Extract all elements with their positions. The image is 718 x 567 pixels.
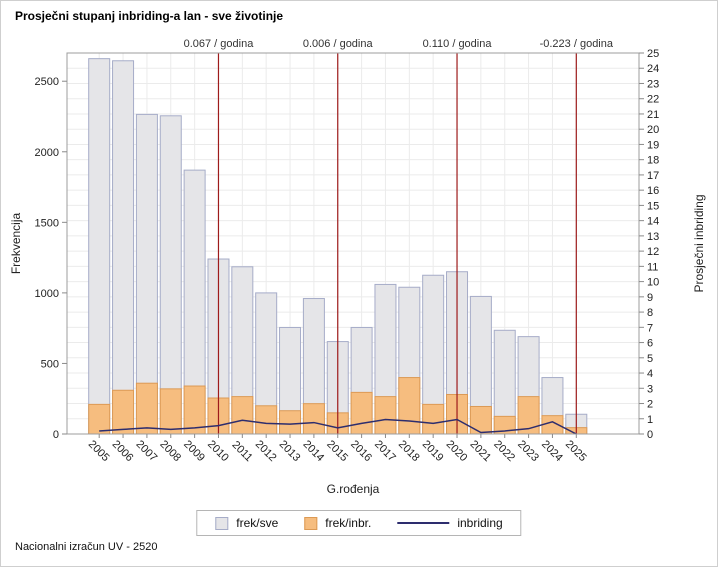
x-tick-label-2018: 2018 <box>396 438 422 464</box>
x-tick-label-2015: 2015 <box>324 438 350 464</box>
x-tick-label-2024: 2024 <box>539 438 565 464</box>
left-axis-title: Frekvencija <box>9 213 23 275</box>
legend-label-frek-inbr: frek/inbr. <box>325 516 372 530</box>
right-tick-label: 14 <box>647 216 659 228</box>
legend-label-inbriding: inbriding <box>457 516 503 530</box>
left-tick-label: 1500 <box>35 217 59 229</box>
x-tick-label-2009: 2009 <box>181 438 207 464</box>
legend-swatch-frek-sve-icon <box>215 516 229 530</box>
x-tick-label-2019: 2019 <box>420 438 446 464</box>
annotation-2020: 0.110 / godina <box>423 38 493 50</box>
x-tick-label-2008: 2008 <box>157 438 183 464</box>
right-tick-label: 21 <box>647 109 659 121</box>
bar-frekinbr-2018 <box>398 377 421 435</box>
right-tick-label: 9 <box>647 292 653 304</box>
right-tick-label: 19 <box>647 139 659 151</box>
x-tick-label-2007: 2007 <box>133 438 159 464</box>
left-tick-label: 1000 <box>35 288 59 300</box>
footnote: Nacionalni izračun UV - 2520 <box>15 541 158 553</box>
x-tick-label-2012: 2012 <box>253 438 279 464</box>
right-tick-label: 13 <box>647 231 659 243</box>
left-tick-label: 0 <box>53 429 59 441</box>
legend-line-sample-icon <box>397 522 450 524</box>
bar-frekinbr-2008 <box>159 388 182 435</box>
legend-item-frek-inbr: frek/inbr. <box>304 516 371 530</box>
left-tick-label: 500 <box>41 358 59 370</box>
legend-item-inbriding: inbriding <box>397 516 503 530</box>
x-tick-label-2011: 2011 <box>229 439 254 464</box>
bar-frekinbr-2007 <box>135 382 158 435</box>
chart-title: Prosječni stupanj inbriding-a lan - sve … <box>15 9 284 23</box>
legend-item-frek-sve: frek/sve <box>215 516 278 530</box>
x-tick-label-2010: 2010 <box>205 438 231 464</box>
chart-plot: 0.067 / godina 0.006 / godina 0.110 / godi… <box>9 38 706 496</box>
inbriding-line <box>99 418 577 435</box>
bar-frekinbr-2021 <box>469 405 492 435</box>
bar-frekinbr-2005 <box>88 403 111 435</box>
bar-frekinbr-2016 <box>350 391 373 435</box>
plot-frame <box>66 52 640 435</box>
bar-frekinbr-2011 <box>231 396 254 435</box>
annotation-2025: -0.223 / godina <box>540 38 614 50</box>
right-tick-label: 10 <box>647 277 659 289</box>
right-tick-label: 24 <box>647 63 659 75</box>
bar-frekinbr-2006 <box>112 389 135 435</box>
right-tick-label: 17 <box>647 170 659 182</box>
bar-freksve-2008 <box>159 115 182 435</box>
x-tick-label-2021: 2021 <box>467 438 493 464</box>
right-tick-label: 1 <box>647 414 653 426</box>
x-tick-label-2025: 2025 <box>563 438 589 464</box>
x-tick-label-2005: 2005 <box>86 438 112 464</box>
right-tick-label: 15 <box>647 200 659 212</box>
x-axis-title: G.rođenja <box>327 482 380 496</box>
bar-frekinbr-2012 <box>255 405 278 435</box>
x-tick-label-2013: 2013 <box>277 438 303 464</box>
bar-freksve-2005 <box>88 58 111 435</box>
right-tick-label: 11 <box>647 261 658 273</box>
x-tick-label-2017: 2017 <box>372 438 398 464</box>
right-tick-label: 23 <box>647 78 659 90</box>
x-tick-label-2020: 2020 <box>444 438 470 464</box>
x-tick-label-2006: 2006 <box>110 438 136 464</box>
right-tick-label: 18 <box>647 155 659 167</box>
right-tick-label: 20 <box>647 124 659 136</box>
right-tick-label: 0 <box>647 429 653 441</box>
right-tick-label: 16 <box>647 185 659 197</box>
right-axis-title: Prosječni inbriding <box>692 194 706 292</box>
right-tick-label: 25 <box>647 48 659 60</box>
annotation-2010: 0.067 / godina <box>184 38 255 50</box>
right-tick-label: 6 <box>647 338 653 350</box>
right-tick-label: 3 <box>647 383 653 395</box>
x-tick-label-2022: 2022 <box>491 438 517 464</box>
left-tick-label: 2000 <box>35 147 59 159</box>
right-tick-label: 5 <box>647 353 653 365</box>
bar-frekinbr-2013 <box>279 410 302 435</box>
annotation-2015: 0.006 / godina <box>303 38 374 50</box>
right-tick-label: 8 <box>647 307 653 319</box>
right-tick-label: 7 <box>647 322 653 334</box>
left-tick-label: 2500 <box>35 76 59 88</box>
bar-frekinbr-2019 <box>422 403 445 435</box>
right-tick-label: 12 <box>647 246 659 258</box>
bar-frekinbr-2017 <box>374 396 397 435</box>
bar-frekinbr-2014 <box>302 403 325 435</box>
legend: frek/sve frek/inbr. inbriding <box>196 510 522 536</box>
right-tick-label: 2 <box>647 399 653 411</box>
x-tick-label-2014: 2014 <box>300 438 326 464</box>
x-tick-label-2023: 2023 <box>515 438 541 464</box>
right-tick-label: 4 <box>647 368 653 380</box>
x-tick-label-2016: 2016 <box>348 438 374 464</box>
bar-freksve-2006 <box>112 60 135 435</box>
legend-swatch-frek-inbr-icon <box>304 516 318 530</box>
right-tick-label: 22 <box>647 94 659 106</box>
legend-label-frek-sve: frek/sve <box>236 516 279 530</box>
